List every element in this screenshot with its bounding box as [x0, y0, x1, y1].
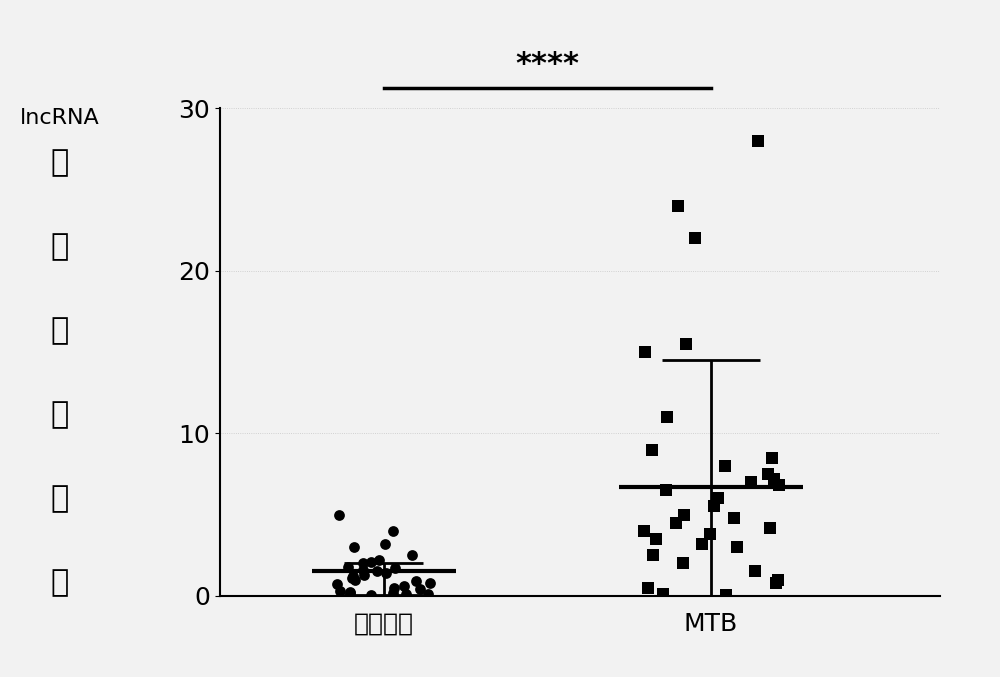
- Point: [346, 542, 362, 552]
- Point: [644, 444, 660, 455]
- Point: [371, 554, 387, 565]
- Text: ****: ****: [515, 50, 579, 79]
- Point: [655, 589, 671, 600]
- Point: [331, 509, 347, 520]
- Point: [645, 550, 661, 561]
- Point: [687, 233, 703, 244]
- Point: [729, 542, 745, 552]
- Point: [717, 460, 733, 471]
- Point: [675, 558, 691, 569]
- Point: [760, 468, 776, 479]
- Point: [743, 477, 759, 487]
- Point: [342, 587, 358, 598]
- Point: [422, 577, 438, 588]
- Point: [377, 538, 393, 549]
- Point: [347, 574, 363, 585]
- Point: [356, 569, 372, 580]
- Point: [420, 589, 436, 600]
- Point: [408, 575, 424, 586]
- Point: [702, 529, 718, 540]
- Point: [747, 566, 763, 577]
- Point: [710, 493, 726, 504]
- Point: [398, 589, 414, 600]
- Text: 水: 水: [51, 484, 69, 512]
- Point: [329, 579, 345, 590]
- Point: [764, 452, 780, 463]
- Point: [718, 590, 734, 600]
- Point: [636, 525, 652, 536]
- Point: [766, 473, 782, 484]
- Point: [762, 522, 778, 533]
- Point: [412, 584, 428, 594]
- Point: [750, 135, 766, 146]
- Point: [658, 485, 674, 496]
- Point: [386, 582, 402, 593]
- Text: 表: 表: [51, 316, 69, 345]
- Point: [385, 525, 401, 536]
- Point: [345, 571, 361, 582]
- Point: [355, 565, 371, 575]
- Point: [344, 573, 360, 584]
- Point: [396, 581, 412, 592]
- Point: [670, 200, 686, 211]
- Point: [404, 550, 420, 561]
- Point: [668, 517, 684, 528]
- Point: [340, 561, 356, 572]
- Point: [363, 590, 379, 600]
- Point: [659, 412, 675, 422]
- Point: [342, 586, 358, 597]
- Point: [770, 574, 786, 585]
- Point: [385, 588, 401, 598]
- Point: [369, 566, 385, 577]
- Point: [387, 563, 403, 573]
- Point: [378, 567, 394, 578]
- Point: [363, 556, 379, 567]
- Point: [640, 582, 656, 593]
- Point: [355, 558, 371, 569]
- Point: [678, 338, 694, 349]
- Point: [726, 512, 742, 523]
- Text: 对: 对: [51, 232, 69, 261]
- Point: [771, 480, 787, 491]
- Point: [694, 538, 710, 549]
- Point: [768, 577, 784, 588]
- Point: [332, 586, 348, 596]
- Point: [706, 501, 722, 512]
- Point: [676, 509, 692, 520]
- Text: 达: 达: [51, 400, 69, 429]
- Text: lncRNA: lncRNA: [20, 108, 100, 129]
- Point: [648, 533, 664, 544]
- Point: [637, 347, 653, 357]
- Text: 平: 平: [51, 568, 69, 596]
- Text: 相: 相: [51, 148, 69, 177]
